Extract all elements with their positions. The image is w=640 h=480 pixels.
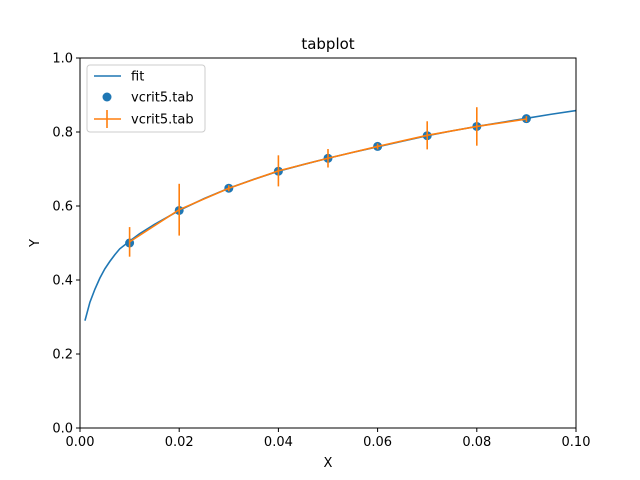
legend-swatch-scatter	[102, 92, 112, 102]
legend-label: fit	[131, 70, 144, 85]
plot-area	[84, 107, 576, 321]
legend-label: vcrit5.tab	[131, 91, 194, 106]
x-tick-label: 0.04	[264, 435, 293, 450]
x-axis-label: X	[324, 456, 333, 471]
x-tick-label: 0.06	[363, 435, 392, 450]
x-tick-label: 0.02	[165, 435, 194, 450]
legend: fit vcrit5.tab vcrit5.tab	[86, 64, 206, 133]
y-tick-label: 1.0	[52, 52, 73, 67]
x-tick-label: 0.08	[462, 435, 491, 450]
series-line-errorbar	[129, 118, 527, 243]
chart-title: tabplot	[301, 35, 354, 53]
y-tick-label: 0.4	[52, 274, 73, 289]
y-tick-label: 0.8	[52, 126, 73, 141]
y-tick-label: 0.2	[52, 348, 73, 363]
legend-box	[86, 64, 206, 133]
plot-frame	[79, 57, 577, 429]
y-axis-label: Y	[28, 239, 43, 248]
series-line-fit	[84, 109, 576, 321]
legend-label: vcrit5.tab	[131, 113, 194, 128]
x-tick-label: 0.00	[66, 435, 95, 450]
y-tick-label: 0.6	[52, 200, 73, 215]
y-tick-label: 0.0	[52, 422, 73, 437]
x-tick-label: 0.10	[562, 435, 591, 450]
